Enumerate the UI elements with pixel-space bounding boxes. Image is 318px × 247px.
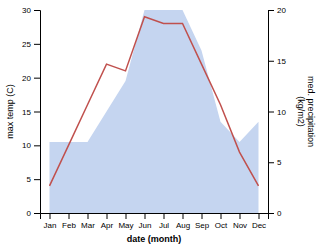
tick: 0	[27, 209, 40, 218]
tick-label: 5	[27, 175, 32, 184]
tick-label: 20	[277, 6, 286, 15]
area	[50, 10, 259, 213]
tick: 25	[22, 40, 40, 49]
tick-label: 10	[277, 108, 286, 117]
tick-mark	[268, 213, 274, 214]
tick-label: 15	[277, 57, 286, 66]
tick: 15	[268, 57, 286, 66]
tick: Aug	[176, 213, 190, 230]
tick-label: 0	[27, 209, 32, 218]
tick-label: 0	[277, 209, 282, 218]
tick: 30	[22, 6, 40, 15]
tick-mark	[259, 213, 260, 219]
tick-label: 15	[22, 108, 31, 117]
tick-label: Feb	[62, 221, 76, 230]
tick: May	[118, 213, 133, 230]
axis-line	[269, 11, 275, 214]
tick-label: Dec	[252, 221, 266, 230]
marks	[50, 10, 259, 213]
tick-mark	[145, 213, 146, 219]
tick: 10	[268, 108, 286, 117]
tick: 20	[22, 74, 40, 83]
tick-mark	[164, 213, 165, 219]
tick-label: Oct	[215, 221, 228, 230]
tick-label: May	[118, 221, 133, 230]
line	[50, 17, 259, 186]
tick: 0	[268, 209, 282, 218]
tick-mark	[107, 213, 108, 219]
tick-mark	[268, 10, 274, 11]
tick-label: Nov	[233, 221, 247, 230]
tick-label: Aug	[176, 221, 190, 230]
y2-axis-title: med. precipitation(kg/m2)	[296, 76, 316, 147]
tick-mark	[240, 213, 241, 219]
tick-mark	[202, 213, 203, 219]
axis-line	[34, 11, 41, 214]
tick: Dec	[252, 213, 266, 230]
tick: Jan	[44, 213, 57, 230]
tick-mark	[268, 162, 274, 163]
tick: Jul	[159, 213, 169, 230]
tick-label: 20	[22, 74, 31, 83]
tick-label: Jan	[44, 221, 57, 230]
tick: Nov	[233, 213, 247, 230]
chart: Jan Feb Mar Apr May Jun Jul Aug Sep Oct Nov Dec 0 5 10…	[0, 0, 318, 247]
tick: 10	[22, 141, 40, 150]
tick: Feb	[62, 213, 76, 230]
tick-mark	[34, 44, 40, 45]
axis-line	[41, 214, 269, 220]
tick-mark	[34, 179, 40, 180]
tick: 5	[27, 175, 40, 184]
tick-mark	[69, 213, 70, 219]
tick-label: Mar	[81, 221, 95, 230]
tick-mark	[34, 78, 40, 79]
y-axis-title: max temp (C)	[5, 84, 15, 139]
tick-mark	[183, 213, 184, 219]
tick-label: Jun	[139, 221, 152, 230]
tick-mark	[221, 213, 222, 219]
tick-mark	[34, 213, 40, 214]
tick-label: Apr	[101, 221, 114, 230]
tick-label: 25	[22, 40, 31, 49]
tick-label: 10	[22, 141, 31, 150]
tick-label: 30	[22, 6, 31, 15]
x-axis: Jan Feb Mar Apr May Jun Jul Aug Sep Oct Nov Dec	[41, 213, 269, 230]
y2-axis: 0 5 10 15 20	[268, 6, 286, 218]
tick: Mar	[81, 213, 95, 230]
tick: 5	[268, 158, 282, 167]
tick: 20	[268, 6, 286, 15]
tick-mark	[34, 145, 40, 146]
x-axis-title: date (month)	[127, 234, 182, 244]
tick: Oct	[215, 213, 228, 230]
tick-mark	[34, 112, 40, 113]
tick: Jun	[139, 213, 152, 230]
y-axis: 0 5 10 15 20 25 30	[22, 6, 40, 218]
tick-mark	[268, 61, 274, 62]
tick-mark	[268, 112, 274, 113]
tick: 15	[22, 108, 40, 117]
tick-mark	[50, 213, 51, 219]
tick-label: Sep	[195, 221, 210, 230]
tick-mark	[126, 213, 127, 219]
tick-label: 5	[277, 158, 282, 167]
tick-mark	[88, 213, 89, 219]
tick-mark	[34, 10, 40, 11]
tick-label: Jul	[159, 221, 169, 230]
tick: Apr	[101, 213, 114, 230]
tick: Sep	[195, 213, 210, 230]
plot: Jan Feb Mar Apr May Jun Jul Aug Sep Oct Nov Dec 0 5 10…	[5, 6, 316, 244]
